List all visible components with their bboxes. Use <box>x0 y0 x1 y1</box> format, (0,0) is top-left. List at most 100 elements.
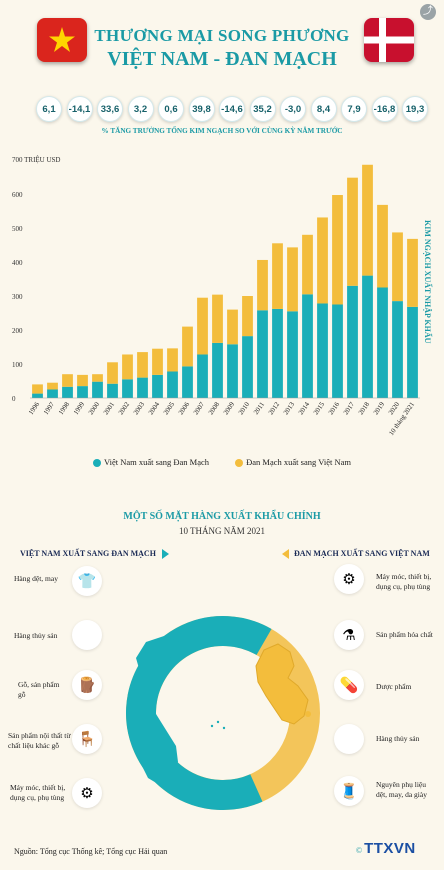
bar-dk-export <box>32 384 43 394</box>
brand-symbol: © <box>356 846 363 855</box>
bar-vn-export <box>182 366 193 398</box>
bar-dk-export <box>287 247 298 312</box>
vn-product-label: Hàng thủy sản <box>14 631 58 640</box>
x-tick-label: 2018 <box>358 401 372 417</box>
y-axis-unit-label: 700 TRIỆU USD <box>12 156 61 164</box>
bar-dk-export <box>107 362 118 384</box>
clothes-rack-icon: 👕 <box>72 566 102 596</box>
dk-product-label: Nguyên phụ liệu dệt, may, da giày <box>376 780 427 799</box>
y-tick-label: 0 <box>12 395 16 403</box>
bar-dk-export <box>182 326 193 367</box>
brand-text: TTXVN <box>364 840 416 857</box>
x-tick-label: 2011 <box>253 401 266 416</box>
denmark-flag-cross <box>364 18 414 62</box>
bar-vn-export <box>227 344 238 398</box>
x-tick-label: 1996 <box>28 401 42 417</box>
bar-vn-export <box>137 377 148 398</box>
x-tick-label: 2015 <box>313 401 327 417</box>
vn-exports-header-text: VIỆT NAM XUẤT SANG ĐAN MẠCH <box>20 549 156 558</box>
x-tick-label: 2006 <box>178 401 192 417</box>
y-tick-label: 300 <box>12 293 23 301</box>
growth-bubble: 3,2 <box>127 96 154 122</box>
pills-icon: 💊 <box>334 670 364 700</box>
side-axis-label: KIM NGẠCH XUẤT NHẬP KHẨU <box>420 220 434 370</box>
bar-vn-export <box>392 301 403 398</box>
bar-vn-export <box>167 371 178 398</box>
denmark-map-icon <box>255 643 309 725</box>
dk-product-5: Nguyên phụ liệu dệt, may, da giày <box>376 780 438 800</box>
bar-vn-export <box>287 311 298 398</box>
bar-dk-export <box>122 354 133 380</box>
x-tick-label: 2017 <box>343 401 357 417</box>
growth-bubble: 7,9 <box>341 96 367 122</box>
bar-vn-export <box>122 379 133 398</box>
growth-bubble: 39,8 <box>188 96 215 122</box>
x-tick-label: 2001 <box>103 401 117 416</box>
growth-bubble: 33,6 <box>97 96 123 122</box>
y-tick-label: 100 <box>12 361 23 369</box>
dk-product-4: Hàng thủy sản <box>376 734 438 744</box>
y-tick-label: 600 <box>12 191 23 199</box>
vn-product-2: Hàng thủy sản <box>14 631 134 641</box>
vietnam-map-icon <box>132 636 180 784</box>
growth-caption: % TĂNG TRƯỞNG TỔNG KIM NGẠCH SO VỚI CÙNG… <box>101 127 343 135</box>
bar-vn-export <box>152 374 163 398</box>
bar-dk-export <box>152 348 163 375</box>
x-tick-label: 2000 <box>88 401 102 417</box>
bar-vn-export <box>257 310 268 398</box>
bar-dk-export <box>197 297 208 355</box>
island-dot-icon <box>216 720 220 724</box>
x-tick-label: 1998 <box>58 401 72 417</box>
growth-bubble: 0,6 <box>158 96 184 122</box>
bar-dk-export <box>92 374 103 382</box>
y-tick-label: 400 <box>12 259 23 267</box>
bar-dk-export <box>242 296 253 337</box>
bar-vn-export <box>77 386 88 398</box>
denmark-island-icon <box>305 711 311 717</box>
bar-dk-export <box>332 195 343 305</box>
bar-vn-export <box>197 354 208 398</box>
vn-product-1: Hàng dệt, may <box>14 574 134 584</box>
bar-dk-export <box>77 374 88 387</box>
bar-vn-export <box>347 285 358 398</box>
wood-icon: 🪵 <box>72 670 102 700</box>
arrow-right-icon <box>161 549 169 560</box>
x-tick-label: 1999 <box>73 401 87 417</box>
page-title-line1: THƯƠNG MẠI SONG PHƯƠNG <box>94 26 350 45</box>
arrow-left-icon <box>282 549 289 560</box>
bar-dk-export <box>317 217 328 304</box>
exports-title: MỘT SỐ MẶT HÀNG XUẤT KHẨU CHÍNH <box>123 511 321 522</box>
bar-vn-export <box>302 294 313 398</box>
x-tick-label: 2003 <box>133 401 147 417</box>
gears-icon: ⚙ <box>72 778 102 808</box>
x-tick-label: 2014 <box>298 401 312 417</box>
exports-subtitle: 10 THÁNG NĂM 2021 <box>178 526 266 536</box>
dk-exports-header: ĐAN MẠCH XUẤT SANG VIỆT NAM <box>282 549 430 560</box>
bar-vn-export <box>92 381 103 398</box>
chart-legend: Việt Nam xuất sang Đan Mạch Đan Mạch xuấ… <box>0 457 444 468</box>
x-tick-label: 2020 <box>388 401 402 417</box>
x-tick-label: 2016 <box>328 401 342 417</box>
y-tick-label: 500 <box>12 225 23 233</box>
x-tick-label: 2007 <box>193 401 207 417</box>
x-tick-label: 2002 <box>118 401 132 417</box>
bar-dk-export <box>257 259 268 311</box>
vn-exports-header: VIỆT NAM XUẤT SANG ĐAN MẠCH <box>20 549 169 560</box>
seafood-icon <box>72 620 102 650</box>
growth-bubble: 19,3 <box>402 96 428 122</box>
bar-vn-export <box>212 342 223 398</box>
growth-bubble: -14,6 <box>219 96 245 122</box>
growth-bubble: -16,8 <box>371 96 398 122</box>
bar-vn-export <box>62 386 73 398</box>
bar-dk-export <box>347 177 358 286</box>
share-icon[interactable]: ⤴ <box>420 4 436 20</box>
bar-dk-export <box>377 204 388 288</box>
bar-dk-export <box>407 238 418 307</box>
page-title-line2: VIỆT NAM - ĐAN MẠCH <box>107 48 337 70</box>
dk-product-label: Sản phẩm hóa chất <box>376 630 433 639</box>
vietnam-flag-star <box>49 27 75 52</box>
growth-bubble: -14,1 <box>66 96 93 122</box>
dk-product-1: Máy móc, thiết bị, dụng cụ, phụ tùng <box>376 572 438 592</box>
dk-product-2: Sản phẩm hóa chất <box>376 630 440 640</box>
